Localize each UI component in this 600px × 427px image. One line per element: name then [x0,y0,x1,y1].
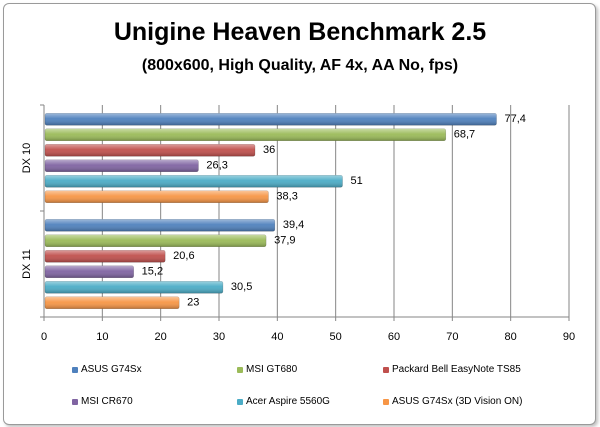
bar-shade [45,219,275,232]
bar-shade [45,265,134,278]
category-label: DX 11 [21,249,33,279]
chart-subtitle: (800x600, High Quality, AF 4x, AA No, fp… [141,57,459,74]
bar-shade [45,113,497,126]
bar-shade [45,144,255,157]
x-tick-label: 0 [41,331,47,343]
bar-shade [45,281,223,294]
data-label: 37,9 [274,235,295,247]
x-tick-label: 90 [563,331,575,343]
bar-shade [45,159,199,172]
chart-title: Unigine Heaven Benchmark 2.5 [113,18,487,46]
x-tick-label: 60 [388,331,400,343]
x-tick-label: 70 [446,331,458,343]
bar-shade [45,296,180,309]
x-tick-label: 20 [155,331,167,343]
data-label: 26,3 [206,160,227,172]
data-label: 39,4 [283,219,304,231]
x-tick-label: 50 [330,331,342,343]
bar-shade [45,250,166,263]
category-label: DX 10 [21,143,33,174]
x-tick-label: 80 [505,331,517,343]
data-label: 30,5 [231,281,252,293]
x-tick-label: 10 [96,331,108,343]
data-label: 51 [351,175,363,187]
bar-shade [45,128,446,141]
data-label: 20,6 [173,250,194,262]
bar-shade [45,234,267,247]
data-label: 23 [187,297,199,309]
data-label: 77,4 [505,113,526,125]
bar-shade [45,190,269,203]
x-tick-label: 30 [213,331,225,343]
x-tick-label: 40 [271,331,283,343]
bar-shade [45,175,343,188]
data-label: 15,2 [142,266,163,278]
data-label: 68,7 [454,129,475,141]
data-label: 36 [263,144,275,156]
data-label: 38,3 [276,191,297,203]
